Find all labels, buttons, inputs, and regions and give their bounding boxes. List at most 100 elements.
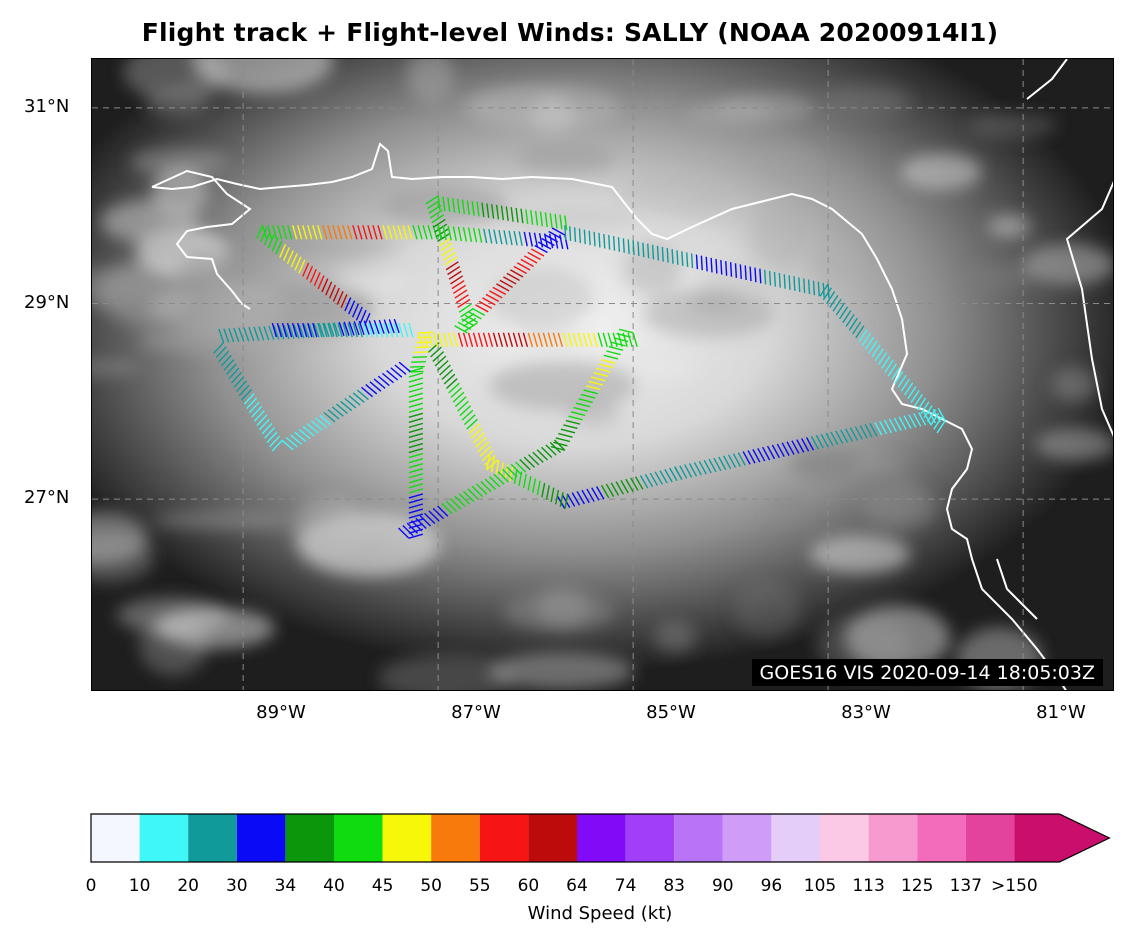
wind-barb	[791, 440, 800, 454]
wind-barb	[695, 254, 699, 270]
wind-barb	[313, 323, 320, 338]
colorbar-tick-label: 50	[420, 876, 442, 896]
colorbar	[90, 813, 1111, 863]
wind-barb	[508, 230, 513, 246]
wind-barb	[387, 225, 393, 240]
colorbar-tick-label: 83	[663, 876, 685, 896]
wind-barb	[328, 322, 335, 337]
cloud-blob	[155, 607, 275, 649]
wind-barb	[603, 233, 606, 249]
wind-barb	[810, 435, 819, 450]
wind-barb	[713, 457, 722, 472]
wind-barb	[509, 466, 514, 482]
wind-barb	[525, 209, 529, 224]
wind-barb	[528, 232, 533, 247]
wind-barb	[429, 209, 443, 219]
wind-barb	[448, 382, 460, 394]
wind-barb	[510, 269, 524, 278]
wind-barb	[315, 417, 328, 429]
wind-barb	[452, 391, 465, 403]
wind-barb	[807, 279, 811, 295]
wind-barb	[572, 332, 578, 348]
wind-barb	[576, 491, 585, 505]
colorbar-cell	[139, 814, 189, 862]
wind-barb	[835, 430, 844, 445]
wind-barb	[258, 326, 265, 341]
wind-barb	[332, 287, 340, 302]
cloud-blob	[406, 59, 454, 103]
lon-label-83w: 83°W	[841, 702, 891, 723]
wind-barb	[858, 329, 868, 343]
wind-barb	[317, 225, 323, 240]
wind-barb	[534, 210, 539, 226]
cloud-blob	[500, 203, 635, 233]
wind-barb	[223, 359, 235, 371]
wind-barb	[393, 318, 400, 334]
wind-barb	[437, 225, 442, 240]
wind-barb	[673, 466, 683, 480]
track-leg	[417, 332, 638, 348]
wind-barb	[398, 322, 404, 338]
colorbar-cell	[479, 814, 529, 862]
wind-barb	[647, 243, 650, 259]
wind-barb	[276, 322, 283, 338]
wind-barb	[305, 265, 314, 280]
wind-barb	[225, 363, 237, 375]
wind-barb	[555, 437, 571, 443]
wind-barb	[347, 322, 353, 338]
wind-barb	[932, 408, 941, 423]
wind-barb	[367, 322, 374, 338]
wind-barb	[451, 280, 465, 290]
wind-barb	[302, 425, 315, 437]
wind-barb	[820, 433, 829, 448]
wind-barb	[291, 322, 298, 338]
wind-barb	[710, 257, 713, 273]
wind-barb	[368, 320, 375, 335]
wind-barb	[471, 307, 486, 316]
wind-barb	[854, 426, 863, 440]
wind-barb	[559, 492, 564, 507]
wind-barb	[764, 269, 767, 285]
wind-barb	[600, 484, 610, 499]
colorbar-cell	[431, 814, 480, 862]
wind-barb	[408, 407, 424, 413]
wind-barb	[348, 300, 356, 315]
wind-barb	[578, 398, 593, 404]
wind-barb	[766, 445, 776, 460]
wind-barb	[407, 225, 413, 240]
wind-barb	[308, 323, 315, 338]
wind-barb	[479, 445, 492, 457]
wind-barb	[557, 332, 563, 348]
colorbar-extension	[1014, 814, 1110, 862]
wind-barb	[287, 225, 293, 240]
wind-barb	[388, 319, 395, 334]
wind-barb	[507, 332, 514, 348]
wind-barb	[686, 252, 689, 268]
wind-barb	[586, 488, 595, 502]
cloud-blob	[536, 586, 590, 628]
lat-label-27n: 27°N	[24, 487, 70, 508]
wind-barb	[888, 418, 897, 433]
wind-barb	[402, 225, 408, 240]
wind-barb	[739, 264, 742, 279]
wind-barb	[481, 202, 485, 218]
wind-barb	[536, 480, 541, 496]
wind-barb	[477, 332, 484, 348]
wind-barb	[432, 507, 445, 520]
wind-barb	[408, 432, 424, 439]
wind-barb	[271, 225, 278, 240]
wind-barb	[517, 332, 524, 348]
wind-barb	[612, 332, 618, 348]
lon-label-81w: 81°W	[1036, 702, 1086, 723]
wind-barb	[588, 230, 591, 246]
wind-barb	[627, 332, 633, 348]
track-leg	[556, 466, 683, 510]
wind-barb	[545, 444, 557, 456]
wind-barb	[593, 231, 596, 247]
wind-barb	[458, 493, 471, 505]
wind-barb	[491, 204, 495, 219]
colorbar-tick-label: 96	[760, 876, 783, 896]
wind-barb	[727, 454, 737, 468]
track-leg	[550, 328, 634, 451]
wind-barb	[348, 321, 355, 336]
